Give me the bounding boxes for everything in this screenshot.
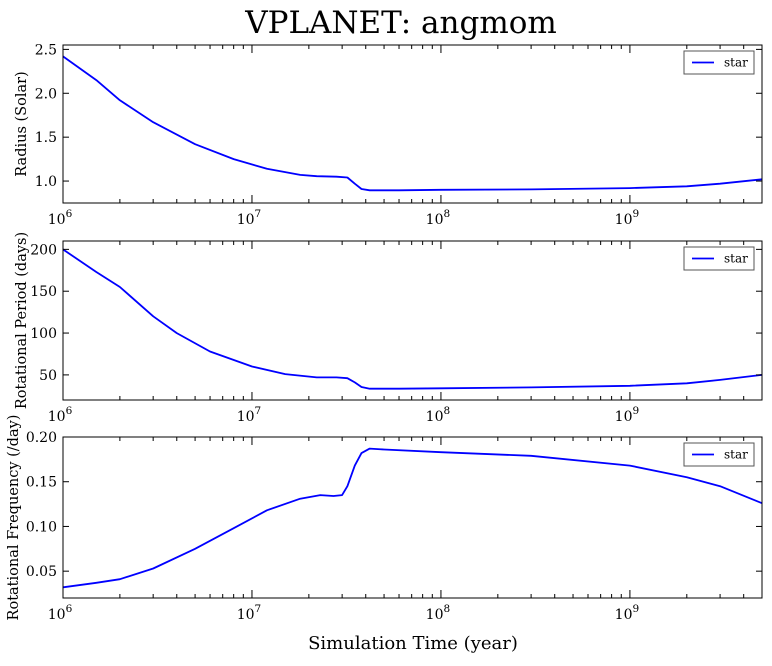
x-tick-exponent: 8: [444, 405, 451, 417]
x-tick-base: 10: [615, 212, 633, 228]
x-tick-label: 108: [426, 208, 451, 228]
y-tick-label: 1.0: [35, 174, 57, 190]
legend: star: [683, 442, 755, 467]
legend-box: [683, 50, 755, 75]
x-tick-label: 109: [615, 405, 640, 425]
x-tick-exponent: 6: [66, 603, 73, 615]
x-tick-base: 10: [615, 409, 633, 425]
y-tick-label: 100: [30, 326, 57, 342]
x-tick-label: 106: [48, 208, 73, 228]
y-tick-label: 0.05: [26, 564, 57, 580]
x-tick-exponent: 6: [66, 405, 73, 417]
x-tick-base: 10: [426, 607, 444, 623]
y-axis-label: Radius (Solar): [14, 71, 30, 176]
x-tick-exponent: 8: [444, 603, 451, 615]
legend: star: [683, 246, 755, 271]
x-tick-exponent: 7: [255, 208, 262, 220]
legend-box: [683, 246, 755, 271]
x-tick-base: 10: [237, 409, 255, 425]
x-tick-label: 109: [615, 208, 640, 228]
x-tick-base: 10: [48, 409, 66, 425]
y-tick-label: 50: [39, 368, 57, 384]
x-tick-label: 107: [237, 208, 262, 228]
x-tick-base: 10: [426, 409, 444, 425]
x-tick-exponent: 8: [444, 208, 451, 220]
y-tick-label: 150: [30, 284, 57, 300]
legend-label: star: [724, 448, 748, 462]
legend: star: [683, 50, 755, 75]
x-tick-label: 106: [48, 603, 73, 623]
x-tick-label: 107: [237, 405, 262, 425]
x-tick-label: 108: [426, 603, 451, 623]
y-tick-label: 2.0: [35, 86, 57, 102]
legend-box: [683, 442, 755, 467]
x-tick-base: 10: [615, 607, 633, 623]
x-tick-label: 107: [237, 603, 262, 623]
y-tick-label: 1.5: [35, 130, 57, 146]
series-line-star: [63, 248, 762, 390]
x-tick-base: 10: [237, 212, 255, 228]
x-tick-base: 10: [48, 212, 66, 228]
x-tick-base: 10: [48, 607, 66, 623]
x-tick-exponent: 9: [632, 603, 639, 615]
y-tick-label: 0.10: [26, 519, 57, 535]
x-axis-label: Simulation Time (year): [308, 633, 518, 654]
x-tick-exponent: 9: [632, 405, 639, 417]
y-tick-label: 200: [30, 242, 57, 258]
x-tick-label: 106: [48, 405, 73, 425]
plot-frame: [62, 240, 763, 401]
x-tick-base: 10: [426, 212, 444, 228]
x-tick-base: 10: [237, 607, 255, 623]
plot-frame: [62, 44, 763, 204]
legend-label: star: [724, 56, 748, 70]
series-line-star: [63, 55, 762, 192]
x-tick-label: 108: [426, 405, 451, 425]
x-tick-exponent: 9: [632, 208, 639, 220]
y-axis-label: Rotational Frequency (/day): [6, 415, 22, 621]
y-tick-label: 0.20: [26, 430, 57, 446]
x-tick-exponent: 6: [66, 208, 73, 220]
x-tick-exponent: 7: [255, 603, 262, 615]
y-tick-label: 2.5: [35, 42, 57, 58]
legend-label: star: [724, 252, 748, 266]
x-tick-exponent: 7: [255, 405, 262, 417]
plot-frame: [62, 436, 763, 599]
x-tick-label: 109: [615, 603, 640, 623]
series-line-star: [63, 447, 762, 589]
y-tick-label: 0.15: [26, 475, 57, 491]
y-axis-label: Rotational Period (days): [14, 232, 30, 409]
chart-title: VPLANET: angmom: [244, 5, 557, 41]
